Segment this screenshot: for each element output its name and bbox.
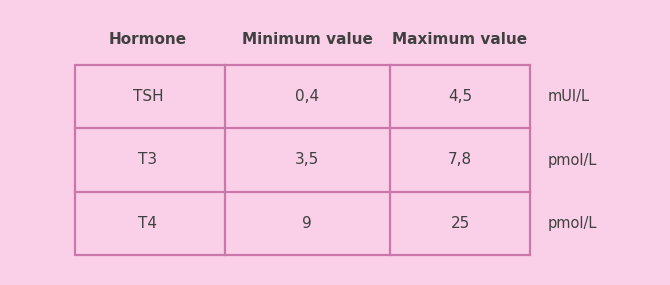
- Text: Minimum value: Minimum value: [242, 32, 373, 48]
- Text: T4: T4: [139, 216, 157, 231]
- Bar: [75, 65, 530, 255]
- Text: 4,5: 4,5: [448, 89, 472, 104]
- Text: 3,5: 3,5: [295, 152, 319, 168]
- Text: mUI/L: mUI/L: [548, 89, 590, 104]
- Text: TSH: TSH: [133, 89, 163, 104]
- Text: 25: 25: [450, 216, 470, 231]
- Text: pmol/L: pmol/L: [548, 216, 598, 231]
- Text: T3: T3: [139, 152, 157, 168]
- Text: 9: 9: [302, 216, 312, 231]
- Text: pmol/L: pmol/L: [548, 152, 598, 168]
- Text: 0,4: 0,4: [295, 89, 319, 104]
- Text: 7,8: 7,8: [448, 152, 472, 168]
- Text: Maximum value: Maximum value: [393, 32, 527, 48]
- Text: Hormone: Hormone: [109, 32, 187, 48]
